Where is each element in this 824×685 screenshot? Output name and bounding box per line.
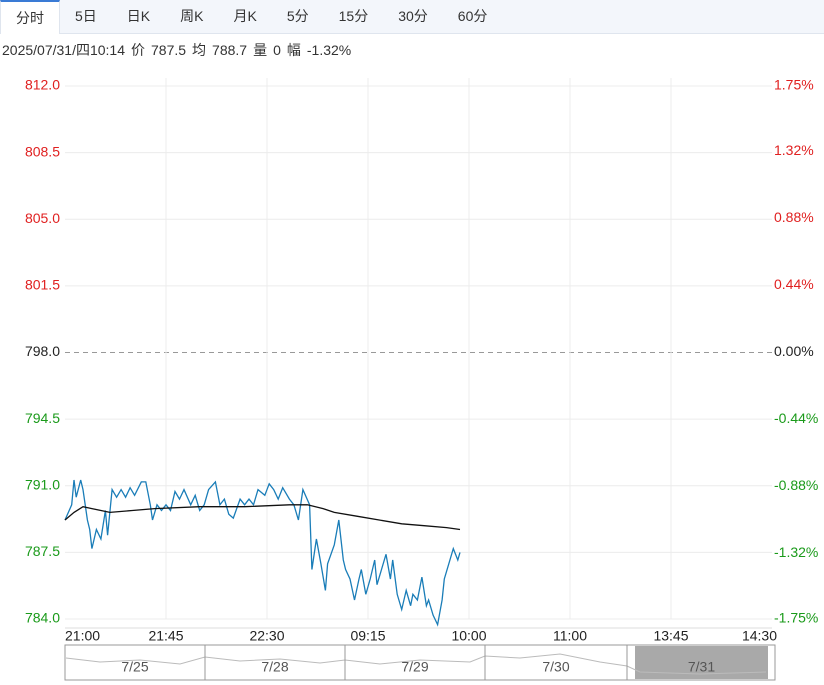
info-label: 量 [253,42,268,58]
navigator-date: 7/30 [542,659,569,675]
y-tick-label: 794.5 [25,410,60,426]
info-label: 均 [192,42,207,58]
y2-tick-label: 1.32% [774,142,814,158]
tab[interactable]: 周K [180,8,204,24]
info-line: 2025/07/31/四10:14 价 787.5 均 788.7 量 0 幅 -1.32% [2,40,357,60]
y-tick-label: 801.5 [25,277,60,293]
y2-tick-label: -1.32% [774,544,818,560]
navigator-date: 7/28 [261,659,288,675]
y2-tick-label: 1.75% [774,77,814,93]
info-label: 幅 [286,42,301,58]
x-tick-label: 11:00 [553,628,587,644]
x-tick-label: 14:30 [742,628,777,644]
y2-tick-label: -0.88% [774,477,818,493]
y2-tick-label: -0.44% [774,410,818,426]
price-line [64,479,461,627]
x-tick-label: 13:45 [653,628,688,644]
info-value: 0 [273,42,281,58]
y2-tick-label: 0.44% [774,276,814,292]
y-tick-label: 791.0 [25,476,60,492]
info-label: 价 [131,42,145,58]
tab[interactable]: 60分 [457,8,488,24]
info-value: 787.5 [151,42,187,58]
y-tick-label: 784.0 [25,610,60,626]
x-tick-label: 21:00 [65,628,100,644]
x-tick-label: 22:30 [249,628,284,644]
tab[interactable]: 5日 [75,8,97,24]
tab[interactable]: 月K [233,8,257,24]
navigator-trace [65,653,767,675]
y2-tick-label: 0.88% [774,209,814,225]
tab[interactable]: 5分 [286,8,309,24]
y2-tick-label: -1.75% [774,610,818,626]
x-tick-label: 10:00 [451,628,486,644]
info-value: -1.32% [306,42,352,58]
info-date: 2025/07/31/四10:14 [2,42,125,58]
tab-bar: 分时 5日 日K 周K 月K 5分 15分 30分 60分 [0,0,824,34]
y-tick-label: 805.0 [25,210,60,226]
info-value: 788.7 [212,42,248,58]
y2-tick-label: 0.00% [774,343,814,359]
tab[interactable]: 日K [126,8,151,24]
navigator-date: 7/29 [401,659,428,675]
y-tick-label: 798.0 [25,343,60,359]
x-tick-label: 09:15 [350,628,385,644]
tab[interactable]: 分时 [0,0,60,34]
x-tick-label: 21:45 [148,628,183,644]
y-tick-label: 808.5 [25,143,60,159]
price-line [64,504,461,531]
navigator-date: 7/25 [121,659,148,675]
tab[interactable]: 30分 [398,8,428,24]
tab[interactable]: 15分 [338,8,369,24]
navigator-date: 7/31 [688,659,715,675]
y-tick-label: 787.5 [25,543,60,559]
y-tick-label: 812.0 [25,77,60,93]
